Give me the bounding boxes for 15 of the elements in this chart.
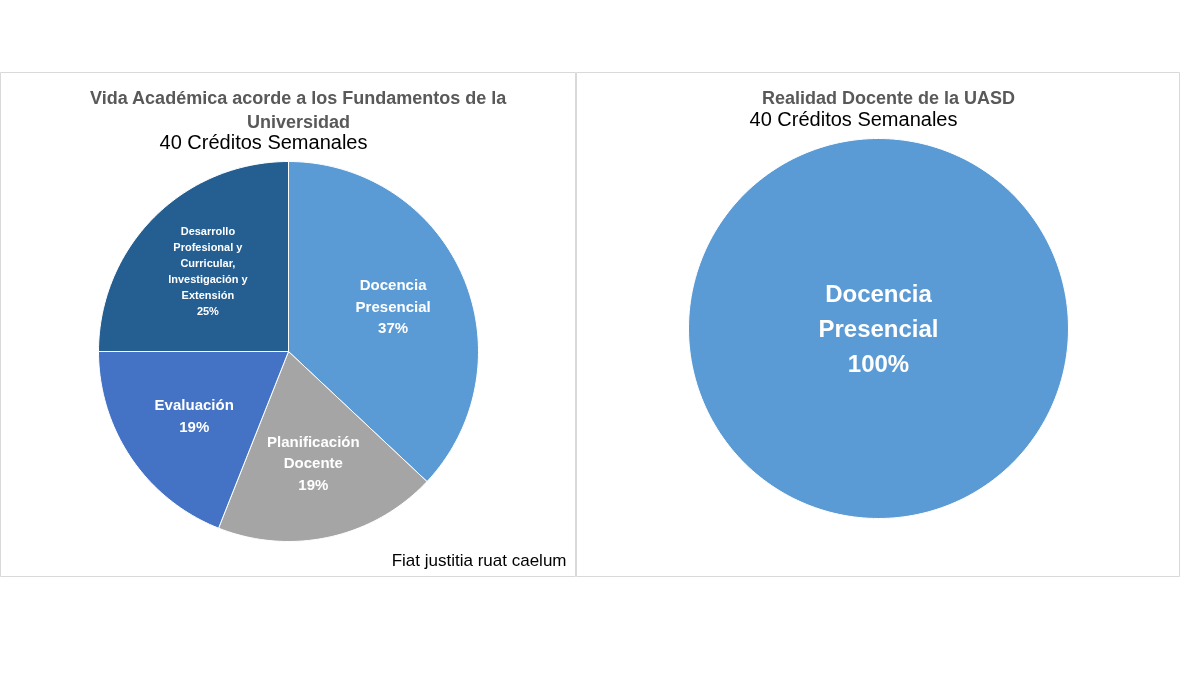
data-label: 37% [378, 319, 409, 337]
chart-subtitle: 40 Créditos Semanales [749, 107, 958, 130]
slice-label: Desarrollo Profesional y Curricular, Investigación y Extensión [168, 225, 249, 301]
data-label: 19% [179, 417, 210, 435]
slice-label: Docencia Presencial [355, 275, 431, 315]
slice-label: Evaluación [154, 396, 234, 414]
text: Fiat justitia ruat caelum [391, 551, 567, 570]
data-label: 100% [847, 349, 910, 377]
chart-title: Vida Académica acorde a los Fundamentos de la Universidad [90, 87, 508, 132]
chart-title: Realidad Docente de la UASD [761, 87, 1016, 108]
slice-label: Planificación Docente [267, 432, 360, 472]
data-label: 25% [196, 304, 220, 317]
chart-subtitle: 40 Créditos Semanales [159, 130, 368, 153]
slice-label: Docencia Presencial [818, 280, 939, 342]
data-label: 19% [298, 476, 329, 493]
